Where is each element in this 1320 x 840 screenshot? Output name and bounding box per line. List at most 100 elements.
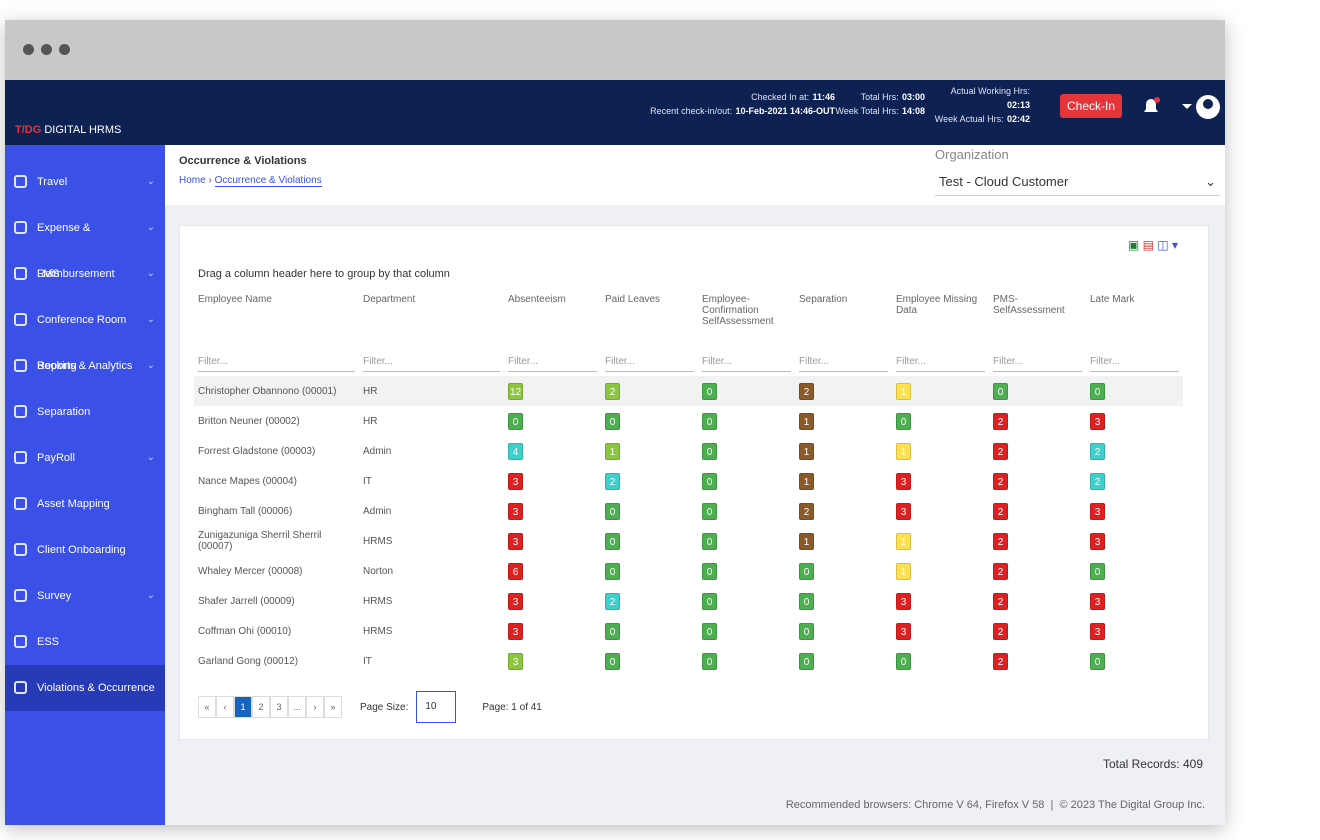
count-cell: 3: [504, 616, 601, 646]
count-cell: 3: [504, 526, 601, 556]
filter-input[interactable]: Filter...: [1090, 352, 1179, 372]
count-cell: 1: [892, 436, 989, 466]
column-header[interactable]: Employee-Confirmation SelfAssessment: [702, 294, 774, 327]
dropdown-caret[interactable]: [1182, 104, 1192, 109]
sidebar-icon: [14, 313, 27, 326]
bell-icon[interactable]: [1144, 99, 1158, 112]
sidebar-item[interactable]: Conference Room Booking ⌄: [5, 297, 165, 372]
sidebar-item[interactable]: PayRoll ⌄: [5, 435, 165, 481]
filter-input[interactable]: Filter...: [702, 352, 791, 372]
page-button[interactable]: ...: [288, 696, 306, 718]
employee-name[interactable]: Coffman Ohi (00010): [198, 625, 292, 637]
grid-row: Zunigazuniga Sherril Sherril (00007) HRMS…: [194, 526, 1183, 556]
label: Total Hrs:: [860, 92, 899, 102]
employee-name[interactable]: Forrest Gladstone (00003): [198, 445, 316, 457]
count-cell: 0: [698, 376, 795, 406]
sidebar-item[interactable]: ESS: [5, 619, 165, 665]
sidebar-label: PayRoll: [37, 452, 75, 464]
count-cell: 2: [601, 376, 698, 406]
footer-browsers: Recommended browsers: Chrome V 64, Firef…: [785, 799, 1045, 811]
count-cell: 0: [892, 406, 989, 436]
employee-name[interactable]: Bingham Tall (00006): [198, 505, 293, 517]
organization-select[interactable]: Test - Cloud Customer ⌄: [935, 170, 1220, 196]
column-header[interactable]: PMS-SelfAssessment: [993, 294, 1065, 316]
count-cell: 2: [989, 556, 1086, 586]
breadcrumb-link[interactable]: Home: [179, 175, 206, 186]
sidebar-item[interactable]: Client Onboarding: [5, 527, 165, 573]
value: 03:00: [901, 92, 925, 102]
page-button[interactable]: ›: [306, 696, 324, 718]
employee-name[interactable]: Garland Gong (00012): [198, 655, 299, 667]
filter-input[interactable]: Filter...: [993, 352, 1082, 372]
employee-name[interactable]: Britton Neuner (00002): [198, 415, 300, 427]
grid-table: Employee Name Department Absenteeism Paid L…: [194, 292, 1183, 676]
column-header[interactable]: Late Mark: [1090, 294, 1135, 305]
filter-input[interactable]: Filter...: [605, 352, 694, 372]
employee-name[interactable]: Christopher Obannono (00001): [198, 385, 337, 397]
sidebar-item[interactable]: Violations & Occurrence: [5, 665, 165, 711]
sidebar-item[interactable]: Separation: [5, 389, 165, 435]
count-badge: 0: [702, 442, 717, 460]
count-cell: 0: [698, 556, 795, 586]
count-cell: 3: [1086, 586, 1183, 616]
count-cell: 1: [795, 466, 892, 496]
grid-card: ▣ ▤ ◫ ▾ Drag a column header here to gro…: [179, 225, 1209, 740]
sidebar-item[interactable]: Asset Mapping: [5, 481, 165, 527]
count-badge: 2: [993, 502, 1008, 520]
filter-input[interactable]: Filter...: [508, 352, 597, 372]
filter-row: Filter... Filter... Filter... Filter... Filt…: [194, 348, 1183, 376]
employee-name[interactable]: Whaley Mercer (00008): [198, 565, 303, 577]
excel-icon[interactable]: ▣: [1127, 238, 1140, 252]
count-badge: 1: [896, 532, 911, 550]
page-button[interactable]: »: [324, 696, 342, 718]
count-badge: 0: [605, 412, 620, 430]
filter-input[interactable]: Filter...: [799, 352, 888, 372]
sidebar-icon: [14, 635, 27, 648]
count-cell: 1: [892, 556, 989, 586]
window-dot: [41, 44, 52, 55]
count-cell: 0: [1086, 646, 1183, 676]
column-header[interactable]: Separation: [799, 294, 848, 305]
column-header[interactable]: Absenteeism: [508, 294, 566, 305]
count-badge: 0: [1090, 382, 1105, 400]
sidebar-item[interactable]: Expense & Reimbursement ⌄: [5, 205, 165, 280]
column-header[interactable]: Department: [363, 294, 416, 305]
page-button[interactable]: 1: [234, 696, 252, 718]
count-cell: 6: [504, 556, 601, 586]
sidebar-item[interactable]: Survey ⌄: [5, 573, 165, 619]
count-badge: 0: [1090, 652, 1105, 670]
sidebar-item[interactable]: LMS ⌄: [5, 251, 165, 297]
filter-input[interactable]: Filter...: [363, 352, 500, 372]
column-header[interactable]: Employee Missing Data: [896, 294, 978, 316]
columns-icon[interactable]: ◫ ▾: [1157, 238, 1178, 252]
page-button[interactable]: ‹: [216, 696, 234, 718]
page-size-select[interactable]: 10: [416, 691, 457, 723]
sidebar-label: Survey: [37, 590, 72, 602]
count-badge: 0: [896, 652, 911, 670]
sidebar-item[interactable]: Reports & Analytics ⌄: [5, 343, 165, 389]
page-button[interactable]: «: [198, 696, 216, 718]
count-cell: 0: [698, 496, 795, 526]
employee-name[interactable]: Nance Mapes (00004): [198, 475, 297, 487]
count-badge: 2: [993, 622, 1008, 640]
employee-name[interactable]: Zunigazuniga Sherril Sherril (00007): [198, 530, 322, 552]
count-badge: 3: [1090, 412, 1105, 430]
page-button[interactable]: 3: [270, 696, 288, 718]
count-badge: 2: [993, 652, 1008, 670]
filter-cell: Filter...: [892, 348, 989, 376]
sidebar-item[interactable]: Travel ⌄: [5, 159, 165, 205]
count-badge: 0: [993, 382, 1008, 400]
window-dot: [59, 44, 70, 55]
checkin-button[interactable]: Check-In: [1060, 94, 1122, 118]
column-header[interactable]: Employee Name: [198, 294, 272, 305]
filter-input[interactable]: Filter...: [896, 352, 985, 372]
page-button[interactable]: 2: [252, 696, 270, 718]
department: HR: [363, 385, 378, 397]
count-badge: 2: [605, 592, 620, 610]
count-badge: 3: [1090, 622, 1105, 640]
employee-name[interactable]: Shafer Jarrell (00009): [198, 595, 295, 607]
column-header[interactable]: Paid Leaves: [605, 294, 661, 305]
filter-cell: Filter...: [194, 348, 359, 376]
pdf-icon[interactable]: ▤: [1142, 238, 1154, 252]
filter-input[interactable]: Filter...: [198, 352, 355, 372]
